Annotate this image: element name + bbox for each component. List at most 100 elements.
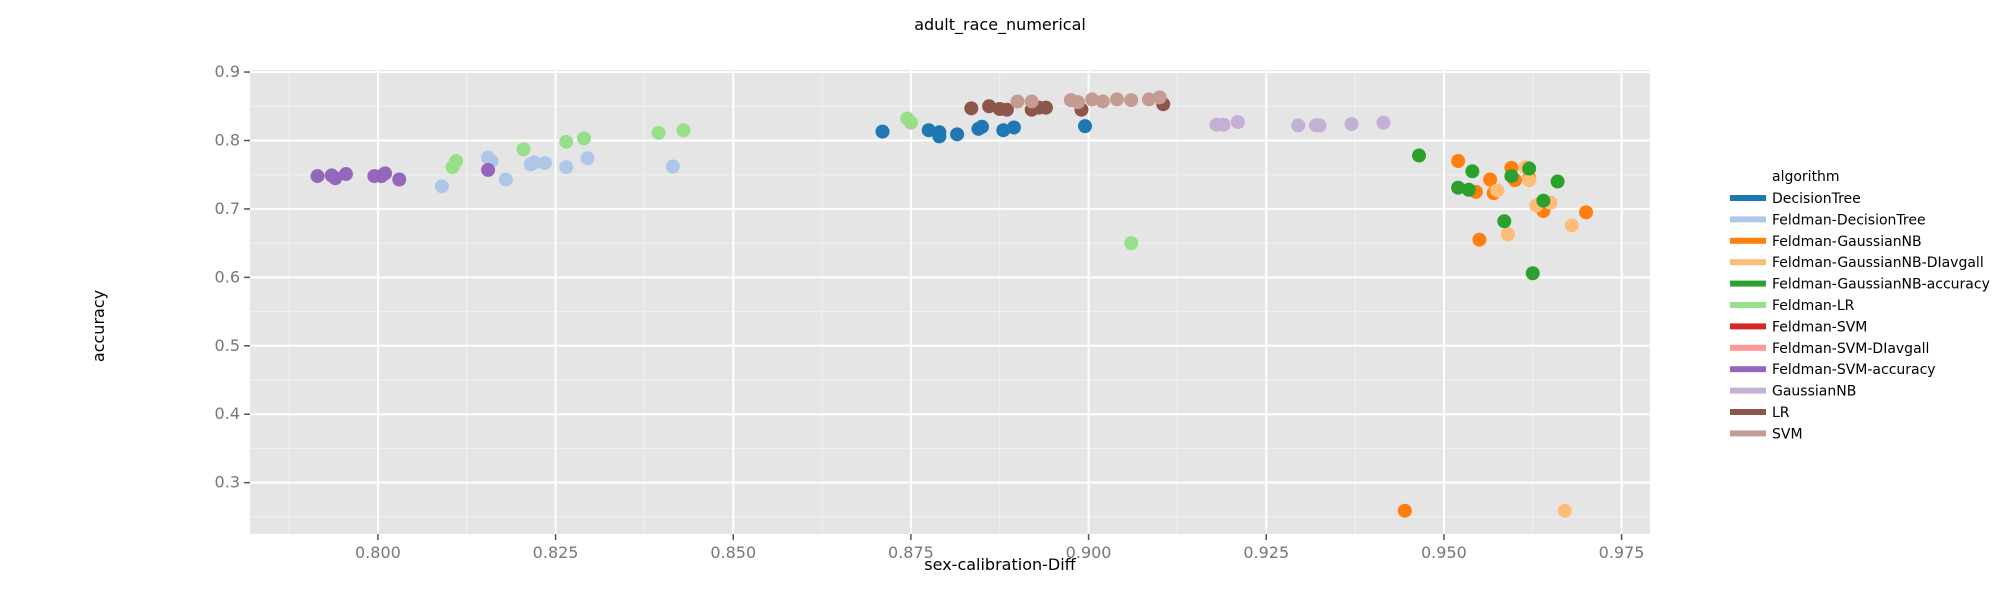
data-point — [1010, 94, 1025, 109]
data-point — [1095, 94, 1110, 109]
data-point — [1124, 236, 1139, 251]
data-point — [950, 127, 965, 142]
data-point — [999, 102, 1014, 117]
data-point — [1216, 117, 1231, 132]
data-point — [676, 123, 691, 138]
legend-swatch — [1730, 323, 1766, 330]
data-point — [1465, 164, 1480, 179]
legend-swatch — [1730, 387, 1766, 394]
data-point — [903, 115, 918, 130]
data-point — [1504, 169, 1519, 184]
legend-swatch — [1730, 409, 1766, 415]
x-tick-label: 0.975 — [1599, 543, 1645, 562]
y-tick-label: 0.4 — [215, 404, 240, 423]
legend-label: Feldman-GaussianNB — [1772, 234, 1922, 250]
data-point — [982, 99, 997, 114]
legend-label: Feldman-DecisionTree — [1772, 212, 1926, 228]
legend-swatch — [1730, 216, 1766, 223]
data-point — [310, 169, 325, 184]
data-point — [1024, 94, 1039, 109]
data-point — [1230, 115, 1245, 130]
y-tick-label: 0.6 — [215, 267, 240, 286]
data-point — [559, 134, 574, 149]
legend-swatch — [1730, 195, 1766, 201]
x-tick-label: 0.825 — [533, 543, 579, 562]
data-point — [921, 123, 936, 138]
data-point — [392, 172, 407, 187]
legend-label: DecisionTree — [1772, 191, 1861, 207]
data-point — [1461, 182, 1476, 197]
data-point — [1141, 92, 1156, 107]
data-point — [665, 159, 680, 174]
data-point — [1536, 193, 1551, 208]
data-point — [378, 166, 393, 181]
data-point — [1376, 115, 1391, 130]
legend-label: Feldman-GaussianNB-DIavgall — [1772, 255, 1984, 271]
data-point — [1483, 172, 1498, 187]
legend-swatch — [1730, 237, 1766, 244]
data-point — [1497, 214, 1512, 229]
legend-title: algorithm — [1772, 169, 1840, 185]
plot-background — [250, 70, 1650, 534]
data-point — [1525, 266, 1540, 281]
legend-swatch — [1730, 280, 1766, 287]
chart-title: adult_race_numerical — [914, 15, 1086, 35]
legend: algorithm DecisionTree Feldman-DecisionTr… — [1730, 169, 1990, 442]
legend-swatch — [1730, 259, 1766, 266]
data-point — [527, 155, 542, 170]
data-point — [932, 129, 947, 144]
data-point — [1522, 173, 1537, 188]
data-points — [310, 90, 1594, 518]
y-tick-label: 0.3 — [215, 473, 240, 492]
data-point — [1038, 100, 1053, 115]
data-point — [1152, 90, 1167, 105]
gridlines — [250, 70, 1650, 534]
x-tick-label: 0.875 — [888, 543, 934, 562]
x-tick-label: 0.850 — [710, 543, 756, 562]
data-point — [481, 162, 496, 177]
y-tick-label: 0.7 — [215, 199, 240, 218]
data-point — [1397, 503, 1412, 518]
data-point — [559, 160, 574, 175]
data-point — [1006, 120, 1021, 135]
data-point — [1110, 92, 1125, 107]
legend-swatch — [1730, 366, 1766, 373]
data-point — [964, 101, 979, 116]
data-point — [580, 151, 595, 166]
data-point — [1557, 503, 1572, 518]
data-point — [974, 119, 989, 134]
y-tick-label: 0.5 — [215, 336, 240, 355]
y-tick-label: 0.8 — [215, 130, 240, 149]
data-point — [1344, 117, 1359, 132]
data-point — [1412, 148, 1427, 163]
legend-swatch — [1730, 430, 1766, 437]
data-point — [449, 154, 464, 169]
legend-label: Feldman-LR — [1772, 298, 1855, 314]
data-point — [516, 142, 531, 157]
x-tick-label: 0.800 — [355, 543, 401, 562]
data-point — [651, 125, 666, 140]
data-point — [577, 131, 592, 146]
data-point — [996, 123, 1011, 138]
legend-label: Feldman-SVM — [1772, 319, 1867, 335]
legend-label: GaussianNB — [1772, 384, 1856, 400]
legend-label: Feldman-SVM-DIavgall — [1772, 341, 1929, 357]
data-point — [1579, 205, 1594, 220]
legend-label: Feldman-SVM-accuracy — [1772, 362, 1936, 378]
data-point — [1291, 118, 1306, 133]
data-point — [498, 172, 513, 187]
y-tick-label: 0.9 — [215, 62, 240, 81]
legend-swatch — [1730, 344, 1766, 351]
data-point — [1451, 154, 1466, 169]
legend-label: Feldman-GaussianNB-accuracy — [1772, 277, 1990, 293]
data-point — [1472, 232, 1487, 247]
x-axis-title: sex-calibration-Diff — [924, 555, 1076, 574]
data-point — [1451, 180, 1466, 195]
data-point — [1312, 118, 1327, 133]
data-point — [434, 179, 449, 194]
data-point — [1078, 119, 1093, 134]
axis-ticks: 0.800 0.825 0.850 0.875 0.900 0.925 0.950 0.975… — [215, 62, 1645, 562]
legend-label: LR — [1772, 405, 1790, 421]
x-tick-label: 0.900 — [1066, 543, 1112, 562]
